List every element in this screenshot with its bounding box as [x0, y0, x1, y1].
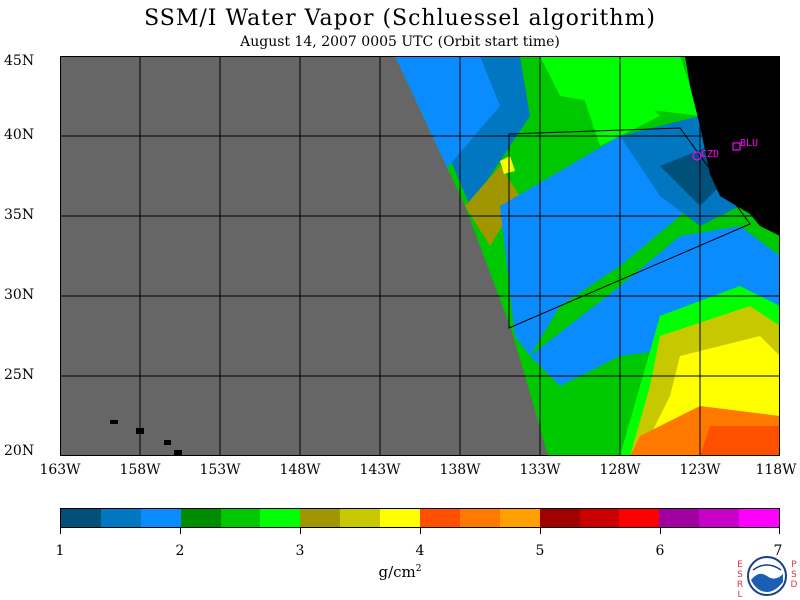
lat-label: 20N	[4, 443, 35, 459]
colorbar-tick-label: 2	[175, 543, 185, 559]
colorbar-tick	[300, 528, 301, 534]
colorbar-tick-label: 3	[295, 543, 305, 559]
colorbar-tick-label: 1	[55, 543, 65, 559]
colorbar-swatch	[100, 509, 141, 527]
lat-label: 40N	[4, 127, 35, 143]
lat-label: 30N	[4, 287, 35, 303]
station-czd-label: CZD	[701, 149, 719, 160]
colorbar-tick-label: 4	[415, 543, 425, 559]
colorbar-swatch	[300, 509, 341, 527]
colorbar-swatch	[459, 509, 500, 527]
colorbar-tick	[660, 528, 661, 534]
lon-label: 148W	[279, 462, 321, 478]
map-subtitle: August 14, 2007 0005 UTC (Orbit start ti…	[240, 34, 560, 50]
lon-label: 128W	[599, 462, 641, 478]
colorbar-tick	[779, 528, 780, 534]
map-frame	[60, 56, 780, 456]
colorbar-swatch	[739, 509, 780, 527]
colorbar-swatch	[499, 509, 540, 527]
colorbar-swatch	[579, 509, 620, 527]
logo-letter: E	[737, 560, 743, 570]
colorbar-swatch	[140, 509, 181, 527]
colorbar	[60, 508, 780, 528]
colorbar-tick	[60, 528, 61, 534]
station-czd-marker	[692, 151, 702, 161]
lon-label: 118W	[755, 462, 797, 478]
lon-label: 163W	[39, 462, 81, 478]
logo-letter: S	[791, 570, 797, 580]
hawaii-islands	[110, 420, 182, 456]
colorbar-swatch	[420, 509, 460, 527]
psd-letters: P S D	[790, 560, 798, 590]
lat-label: 35N	[4, 207, 35, 223]
lat-label: 25N	[4, 367, 35, 383]
station-blu-marker	[732, 142, 741, 151]
colorbar-tick	[180, 528, 181, 534]
lon-label: 133W	[519, 462, 561, 478]
colorbar-swatch	[659, 509, 700, 527]
lon-label: 143W	[359, 462, 401, 478]
lon-label: 158W	[119, 462, 161, 478]
colorbar-swatch	[61, 509, 101, 527]
colorbar-swatch	[619, 509, 660, 527]
logo-letter: S	[737, 570, 743, 580]
water-vapor-map: CZD BLU	[60, 56, 780, 456]
colorbar-swatch	[699, 509, 740, 527]
colorbar-tick	[540, 528, 541, 534]
colorbar-tick-label: 6	[655, 543, 665, 559]
lon-label: 153W	[199, 462, 241, 478]
logo-letter: L	[737, 590, 743, 600]
colorbar-unit: g/cm2	[0, 563, 800, 581]
colorbar-swatch	[260, 509, 301, 527]
colorbar-tick-label: 7	[773, 543, 783, 559]
lon-label: 123W	[679, 462, 721, 478]
unit-base: g/cm	[378, 563, 416, 581]
lat-label: 45N	[4, 53, 35, 69]
colorbar-swatch	[180, 509, 221, 527]
colorbar-tick	[420, 528, 421, 534]
colorbar-swatch	[220, 509, 261, 527]
noaa-logo-icon	[747, 556, 787, 596]
map-title: SSM/I Water Vapor (Schluessel algorithm)	[144, 6, 656, 31]
station-blu-label: BLU	[740, 138, 758, 149]
colorbar-swatch	[539, 509, 580, 527]
grid-lines	[60, 56, 780, 456]
esrl-letters: E S R L	[736, 560, 744, 600]
analysis-box	[508, 127, 751, 329]
logo-letter: D	[790, 580, 798, 590]
colorbar-swatch	[340, 509, 381, 527]
lon-label: 138W	[439, 462, 481, 478]
colorbar-swatch	[380, 509, 421, 527]
logo-letter: P	[791, 560, 797, 570]
colorbar-tick-label: 5	[535, 543, 545, 559]
logo-letter: R	[736, 580, 744, 590]
unit-exponent: 2	[415, 564, 422, 574]
